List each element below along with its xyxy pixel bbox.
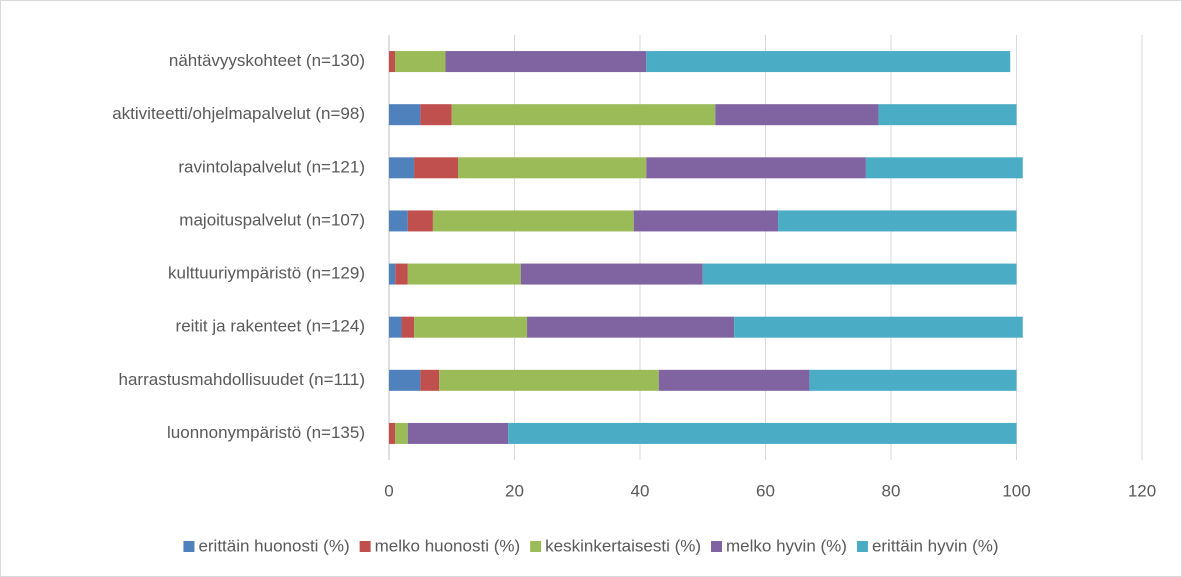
bar-segment — [407, 422, 509, 444]
x-tick-label: 120 — [1128, 481, 1156, 500]
x-tick-label: 60 — [756, 481, 775, 500]
x-tick-label: 80 — [882, 481, 901, 500]
bar-segment — [734, 316, 1023, 338]
y-tick-label: kulttuuriympäristö (n=129) — [168, 264, 365, 283]
bar-segment — [389, 104, 421, 126]
bar-segment — [451, 104, 716, 126]
legend-label: melko hyvin (%) — [726, 536, 847, 555]
bar-segment — [702, 263, 1017, 285]
bar-segment — [520, 263, 703, 285]
bar-segment — [445, 51, 647, 73]
bar-segment — [809, 369, 1017, 391]
bar-segment — [658, 369, 810, 391]
bar-segment — [439, 369, 659, 391]
legend-marker — [183, 541, 195, 552]
bar-segment — [414, 157, 459, 179]
bar-segment — [715, 104, 879, 126]
bar-segment — [389, 369, 421, 391]
x-tick-label: 0 — [384, 481, 393, 500]
bar-segment — [646, 157, 866, 179]
bar-segment — [414, 316, 528, 338]
legend-marker — [530, 541, 542, 552]
bar-segment — [395, 51, 446, 73]
bar-segment — [389, 263, 396, 285]
x-tick-label: 100 — [1002, 481, 1030, 500]
y-tick-label: aktiviteetti/ohjelmapalvelut (n=98) — [112, 104, 365, 123]
bar-segment — [633, 210, 779, 232]
bar-segment — [432, 210, 634, 232]
bar-segment — [395, 422, 408, 444]
bar-segment — [420, 369, 440, 391]
legend-label: melko huonosti (%) — [375, 536, 521, 555]
bar-segment — [389, 316, 402, 338]
bar-segment — [778, 210, 1017, 232]
bar-segment — [646, 51, 1011, 73]
y-tick-label: harrastusmahdollisuudet (n=111) — [119, 370, 365, 389]
bar-segment — [389, 210, 408, 232]
x-tick-label: 20 — [505, 481, 524, 500]
bar-segment — [389, 157, 415, 179]
bar-segment — [527, 316, 735, 338]
bar-segment — [407, 210, 433, 232]
y-tick-label: nähtävyyskohteet (n=130) — [169, 51, 365, 70]
bar-segment — [865, 157, 1023, 179]
bar-segment — [395, 263, 408, 285]
legend-marker — [359, 541, 371, 552]
y-tick-label: luonnonympäristö (n=135) — [167, 423, 365, 442]
legend-marker — [711, 541, 723, 552]
legend-label: erittäin hyvin (%) — [872, 536, 999, 555]
y-tick-label: ravintolapalvelut (n=121) — [178, 157, 365, 176]
y-tick-label: majoituspalvelut (n=107) — [179, 210, 365, 229]
bar-segment — [407, 263, 521, 285]
legend-label: erittäin huonosti (%) — [198, 536, 349, 555]
bar-segment — [878, 104, 1017, 126]
bar-segment — [508, 422, 1017, 444]
bar-segment — [420, 104, 452, 126]
bar-segment — [458, 157, 647, 179]
bar-segment — [389, 51, 396, 73]
x-tick-label: 40 — [631, 481, 650, 500]
legend-marker — [856, 541, 868, 552]
bar-segment — [389, 422, 396, 444]
bar-segment — [401, 316, 415, 338]
legend-label: keskinkertaisesti (%) — [545, 536, 701, 555]
y-tick-label: reitit ja rakenteet (n=124) — [176, 317, 365, 336]
